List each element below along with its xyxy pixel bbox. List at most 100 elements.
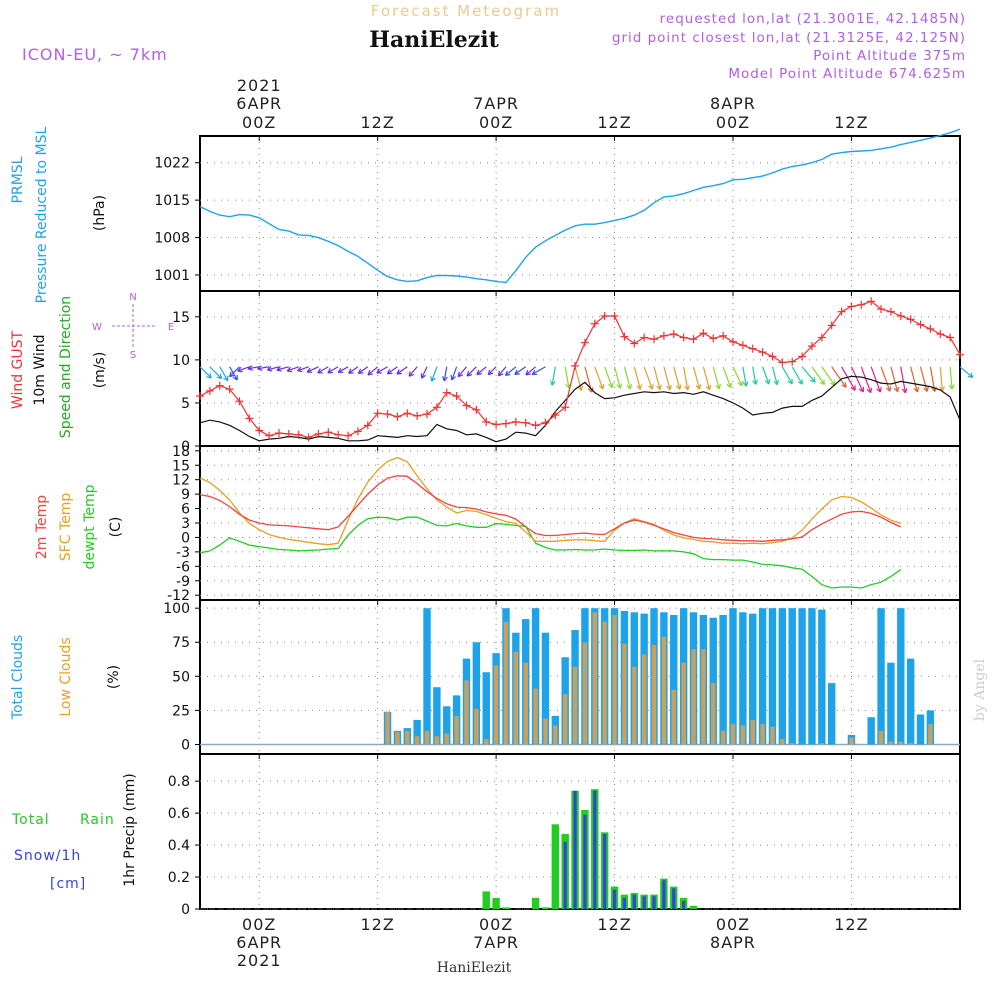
temp-ytick-label: -6 [176,559,190,575]
low-cloud-bar [543,718,548,745]
dewpt-line [199,516,902,589]
bottom-date-label: 8APR [710,933,756,952]
wind-arrowhead [450,374,453,380]
wind-arrowhead [525,370,529,376]
total-cloud-bar [531,608,540,745]
total-cloud-bar [887,662,895,745]
total-cloud-bar [916,714,925,745]
wind-arrow [939,366,943,392]
top-tick-label: 00Z [479,113,513,132]
low-cloud-bar [849,737,854,745]
wind-arrowhead [776,379,780,385]
wind-arrowhead [695,385,700,390]
wind-arrowhead [206,376,212,379]
wind-arrow [525,366,536,376]
precip-label-cm: [cm] [50,876,86,892]
wind-arrow [431,366,438,382]
low-cloud-bar [711,683,716,745]
low-cloud-bar [395,732,400,745]
wind-arrowhead [276,369,282,372]
pressure-label-desc: Pressure Reduced to MSL [34,126,50,303]
wind-arrow [357,366,369,374]
wind-arrowhead [327,368,331,374]
wind-arrowhead [923,387,928,392]
wind-arrowhead [487,369,491,375]
wind-arrowhead [376,368,380,374]
pressure-ytick-label: 1022 [154,156,190,172]
gridpoint-coords: grid point closest lon,lat (21.3125E, 42… [612,30,966,46]
wind-arrow [752,366,757,385]
temp-ytick-label: -12 [167,588,190,604]
wind-arrow [663,366,671,390]
wind-arrow [742,366,747,387]
rain-precip-bar [642,896,646,909]
wind-arrowhead [348,372,354,374]
wind-arrowhead [718,383,721,390]
low-cloud-bar [819,743,825,745]
bottom-tick-label: 00Z [479,915,513,934]
wind-arrow [594,366,604,390]
wind-arrowhead [904,387,908,394]
wind-arrowhead [237,366,242,372]
wind-arrow [604,366,613,388]
top-tick-label: 00Z [242,113,276,132]
low-cloud-bar [484,739,489,745]
rain-precip-bar [583,814,587,909]
temp-ytick-label: 3 [181,516,190,532]
temp-label-unit: (C) [108,517,124,538]
wind-arrowhead [897,386,900,392]
wind-arrowhead [498,373,504,377]
compass-rose: N S W E [92,292,174,361]
wind-arrow [821,366,836,386]
rain-precip-bar [672,888,676,909]
wind-arrowhead [669,384,672,390]
low-cloud-bar [424,730,430,745]
low-cloud-bar [464,680,469,745]
low-cloud-bar [671,689,676,745]
wind-arrow [348,366,359,374]
top-year-label: 2021 [237,76,282,95]
wind-arrowhead [651,384,654,390]
pressure-label-unit: (hPa) [92,195,108,231]
wind-arrowhead [247,365,253,370]
rain-precip-bar [593,790,597,909]
wind-arrowhead [819,381,825,386]
side-labels: PRMSL Pressure Reduced to MSL (hPa) Wind… [10,126,138,892]
point-altitude: Point Altitude 375m [813,48,966,64]
total-precip-bar [551,824,560,909]
total-precip-bar [689,905,698,909]
low-cloud-bar [434,736,440,745]
wind-arrowhead [216,376,222,380]
wind-arrow [574,366,582,391]
wind-arrowhead [430,376,433,382]
wind-arrowhead [967,375,973,379]
low-cloud-bar [414,736,420,745]
wind-label-speed-dir: Speed and Direction [58,296,74,438]
wind-ytick-label: 5 [181,396,190,412]
wind-arrowhead [636,385,641,390]
wind-arrowhead [531,369,536,375]
low-cloud-bar [474,709,479,745]
wind-arrow [801,366,816,383]
wind-arrowhead [306,367,311,373]
wind-arrow [276,366,289,371]
wind-arrowhead [764,380,770,385]
wind-arrow [457,366,467,378]
wind-arrowhead [431,377,436,382]
wind-arrowhead [219,373,223,379]
total-cloud-bar [541,632,550,745]
wind-ytick-label: 15 [172,310,190,326]
wind-arrowhead [602,383,605,390]
clouds-ytick-label: 0 [181,737,190,753]
wind-arrowhead [223,377,229,382]
wind-arrowhead [866,388,872,394]
precip-ytick-label: 0 [181,902,190,918]
clouds-label-total: Total Clouds [10,635,26,720]
wind-arrow [317,366,329,374]
wind-arrow [451,366,458,381]
wind-arrow [762,366,770,385]
wind-label-gust: Wind GUST [10,330,26,409]
wind-arrow [643,366,653,390]
wind-arrowhead [797,381,803,385]
